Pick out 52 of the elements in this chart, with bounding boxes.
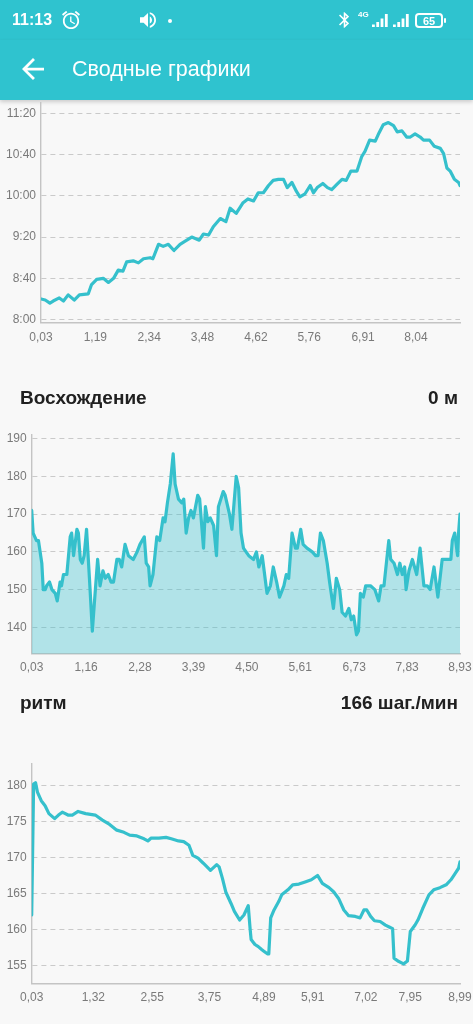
x-tick-label: 5,61 (288, 660, 313, 675)
y-tick-label: 165 (6, 885, 28, 900)
x-tick-label: 1,16 (74, 660, 99, 675)
y-tick-label: 180 (6, 777, 28, 792)
y-tick-label: 160 (6, 544, 28, 559)
x-tick-label: 8,04 (404, 330, 428, 345)
x-tick-label: 4,50 (235, 660, 259, 675)
x-tick-label: 6,91 (351, 330, 376, 345)
y-tick-label: 8:40 (12, 270, 37, 285)
y-tick-label: 170 (6, 849, 28, 864)
y-tick-label: 10:00 (5, 188, 37, 203)
battery-icon: 65 (415, 13, 446, 28)
x-tick-label: 2,28 (128, 660, 152, 675)
y-tick-label: 190 (6, 431, 28, 446)
y-tick-label: 8:00 (12, 311, 37, 326)
chart-subtitle: 0 м (428, 386, 458, 410)
chart-title: Сводные графики (72, 56, 251, 82)
y-tick-label: 150 (6, 581, 28, 596)
x-tick-label: 7,02 (354, 989, 378, 1004)
x-tick-label: 0,03 (20, 989, 44, 1004)
chart-title: ритм (20, 691, 67, 715)
y-tick-label: 170 (6, 506, 28, 521)
y-tick-label: 140 (6, 619, 28, 634)
y-tick-label: 9:20 (12, 229, 37, 244)
x-tick-label: 3,39 (181, 660, 206, 675)
y-tick-label: 175 (6, 813, 28, 828)
text: 11:13 (12, 11, 53, 29)
y-tick-label: 180 (6, 468, 28, 483)
y-tick-label: 160 (6, 921, 28, 936)
x-tick-label: 0,03 (20, 660, 44, 675)
chart-subtitle: 166 шаг./мин (340, 691, 458, 715)
x-tick-label: 7,95 (398, 989, 423, 1004)
x-tick-label: 4,89 (252, 989, 277, 1004)
x-tick-label: 3,75 (197, 989, 222, 1004)
x-tick-label: 1,32 (81, 989, 106, 1004)
text: 4G (358, 10, 369, 19)
x-tick-label: 2,55 (140, 989, 165, 1004)
x-tick-label: 5,76 (297, 330, 322, 345)
x-tick-label: 8,93 (448, 660, 472, 675)
chart-title: Восхождение (20, 386, 147, 410)
x-tick-label: 4,62 (244, 330, 268, 345)
x-tick-label: 6,73 (342, 660, 367, 675)
x-tick-label: 8,99 (448, 989, 472, 1004)
x-tick-label: 0,03 (29, 330, 53, 345)
x-tick-label: 1,19 (83, 330, 108, 345)
x-tick-label: 5,91 (301, 989, 325, 1004)
y-tick-label: 155 (6, 957, 28, 972)
x-tick-label: 3,48 (190, 330, 215, 345)
x-tick-label: 2,34 (137, 330, 162, 345)
y-tick-label: 10:40 (5, 146, 37, 161)
y-tick-label: 11:20 (6, 105, 37, 120)
x-tick-label: 7,83 (395, 660, 420, 675)
